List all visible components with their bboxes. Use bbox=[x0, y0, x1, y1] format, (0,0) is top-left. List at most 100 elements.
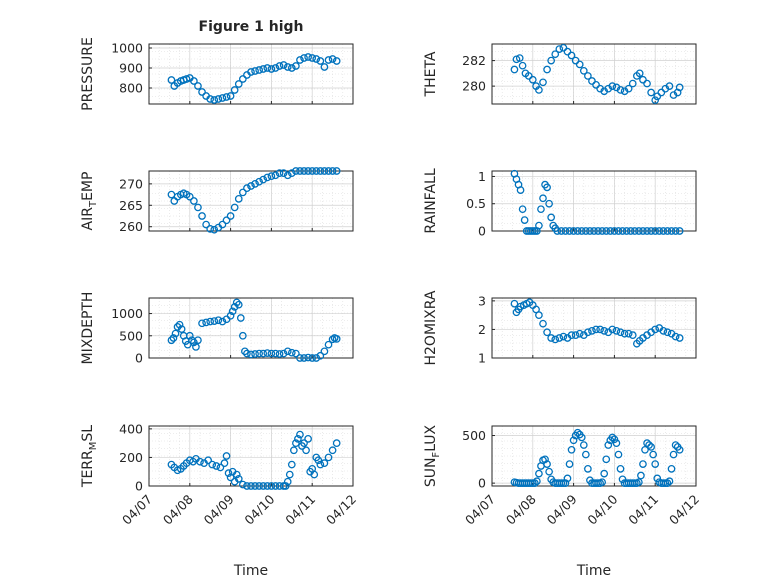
y-tick-label: 282 bbox=[462, 53, 486, 68]
data-point bbox=[332, 439, 341, 447]
data-point bbox=[645, 441, 653, 449]
data-point bbox=[312, 354, 321, 362]
data-point bbox=[561, 479, 570, 487]
data-point bbox=[182, 75, 191, 83]
data-point bbox=[571, 331, 580, 339]
data-point bbox=[579, 441, 588, 449]
data-point bbox=[236, 314, 245, 322]
data-point bbox=[555, 334, 564, 342]
data-point bbox=[247, 182, 255, 190]
subplot-5: 0 500 1000 MIXDEPTH bbox=[80, 292, 354, 366]
data-point bbox=[210, 225, 219, 234]
axes-frame bbox=[491, 170, 697, 232]
data-point bbox=[539, 194, 547, 203]
data-point bbox=[655, 227, 664, 235]
data-point bbox=[304, 353, 312, 362]
data-point bbox=[630, 227, 639, 235]
data-point bbox=[588, 327, 596, 335]
data-point bbox=[292, 439, 300, 447]
data-point bbox=[567, 331, 576, 339]
data-point bbox=[649, 450, 658, 459]
data-point bbox=[614, 450, 623, 459]
data-point bbox=[192, 343, 200, 351]
axes-frame bbox=[491, 43, 697, 105]
data-point bbox=[198, 212, 206, 220]
data-point bbox=[332, 57, 341, 65]
data-point bbox=[230, 203, 239, 212]
data-point bbox=[606, 227, 615, 235]
y-axis-label: THETA bbox=[423, 51, 439, 97]
data-point bbox=[553, 227, 562, 235]
axes-frame bbox=[491, 297, 697, 359]
x-tick-label: 04/12 bbox=[666, 492, 702, 528]
data-point bbox=[622, 227, 631, 235]
data-point bbox=[610, 435, 619, 444]
data-point bbox=[545, 467, 553, 476]
data-point bbox=[271, 64, 280, 72]
data-point bbox=[592, 81, 600, 89]
data-point bbox=[267, 482, 276, 490]
data-point bbox=[596, 325, 604, 334]
data-point bbox=[206, 225, 215, 233]
data-point bbox=[271, 349, 280, 358]
subplot-8: 0 500 04/07 04/08 04/09 04/10 04/11 04/12 SUNFLU… bbox=[423, 424, 702, 527]
data-point bbox=[292, 167, 300, 175]
data-point bbox=[194, 336, 202, 345]
data-point bbox=[308, 354, 317, 362]
y-tick-label: 1 bbox=[478, 351, 486, 366]
data-point bbox=[259, 175, 268, 184]
data-point bbox=[296, 430, 304, 439]
data-point bbox=[238, 188, 247, 197]
data-point bbox=[651, 460, 660, 468]
data-point bbox=[616, 328, 625, 337]
data-point bbox=[238, 331, 247, 340]
data-point bbox=[300, 439, 308, 447]
data-point bbox=[675, 227, 684, 235]
data-point bbox=[243, 184, 251, 192]
y-tick-label: 265 bbox=[119, 198, 143, 213]
data-point bbox=[173, 323, 182, 331]
data-point bbox=[647, 443, 655, 451]
data-point bbox=[234, 300, 243, 309]
data-point bbox=[518, 61, 527, 70]
data-point bbox=[275, 169, 284, 177]
data-point bbox=[598, 478, 607, 487]
data-point bbox=[238, 480, 247, 489]
data-point bbox=[657, 88, 666, 97]
data-point bbox=[565, 227, 574, 235]
data-point bbox=[588, 77, 596, 85]
data-point bbox=[530, 479, 539, 487]
y-tick-label: 260 bbox=[119, 219, 143, 234]
data-point bbox=[653, 474, 662, 483]
y-tick-label: 0 bbox=[478, 224, 486, 239]
subplot-6: 1 2 3 H2OMIXRA bbox=[423, 290, 697, 366]
data-point bbox=[643, 439, 651, 447]
data-point bbox=[263, 64, 272, 72]
data-point bbox=[255, 349, 264, 358]
data-point bbox=[314, 456, 323, 465]
data-point bbox=[275, 62, 284, 70]
x-tick-label: 04/09 bbox=[544, 491, 580, 527]
data-point bbox=[573, 428, 582, 437]
data-point bbox=[320, 347, 329, 356]
data-point bbox=[647, 227, 655, 235]
data-point bbox=[575, 60, 584, 69]
data-point bbox=[218, 94, 227, 102]
y-tick-label: 400 bbox=[119, 421, 143, 436]
data-point bbox=[294, 435, 302, 443]
data-point bbox=[267, 65, 276, 73]
data-point bbox=[234, 80, 243, 88]
data-point bbox=[639, 460, 647, 468]
data-point bbox=[543, 328, 551, 337]
data-point bbox=[320, 63, 329, 71]
data-point bbox=[289, 446, 298, 455]
data-point bbox=[547, 56, 556, 65]
data-point bbox=[573, 227, 582, 235]
data-point bbox=[281, 482, 290, 490]
data-point bbox=[614, 227, 623, 235]
data-point bbox=[577, 433, 586, 442]
data-point bbox=[663, 328, 672, 337]
data-point bbox=[304, 167, 312, 175]
data-point bbox=[524, 72, 533, 80]
